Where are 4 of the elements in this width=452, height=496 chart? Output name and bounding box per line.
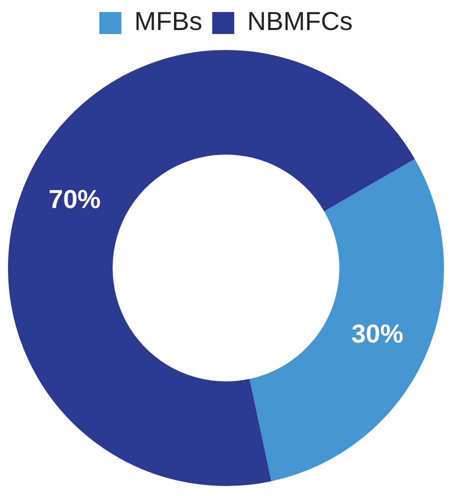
- data-label: 70%: [48, 184, 101, 214]
- data-label: 30%: [351, 318, 404, 349]
- legend-label: NBMFCs: [247, 6, 353, 36]
- legend-label: MFBs: [134, 6, 202, 36]
